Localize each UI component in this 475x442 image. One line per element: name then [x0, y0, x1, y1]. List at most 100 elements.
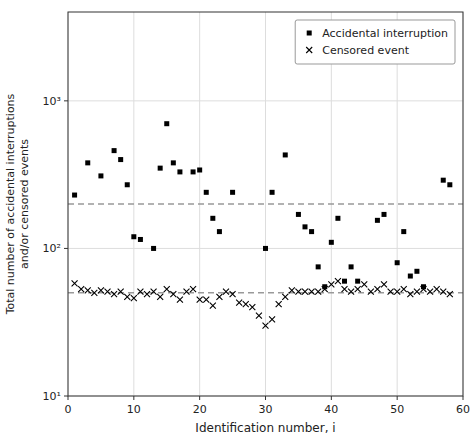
point — [408, 274, 413, 279]
point — [282, 294, 288, 300]
point — [447, 182, 452, 187]
point — [105, 289, 111, 295]
point — [447, 291, 453, 297]
plot-area — [68, 12, 463, 396]
point — [322, 286, 328, 292]
point — [144, 291, 150, 297]
point — [85, 160, 90, 165]
point — [203, 297, 209, 303]
point — [269, 316, 275, 322]
point — [276, 301, 282, 307]
point — [91, 290, 97, 296]
point — [112, 148, 117, 153]
point — [158, 166, 163, 171]
tick-label-x: 30 — [259, 403, 273, 416]
tick-x — [133, 396, 134, 400]
point — [216, 294, 222, 300]
point — [204, 190, 209, 195]
point — [289, 287, 295, 293]
point — [401, 286, 407, 292]
point — [111, 291, 117, 297]
point — [170, 291, 176, 297]
point — [283, 152, 288, 157]
point — [414, 289, 420, 295]
legend-label: Accidental interruption — [322, 27, 448, 40]
point — [349, 264, 354, 269]
point — [118, 289, 124, 295]
point — [434, 286, 440, 292]
tick-label-x: 20 — [193, 403, 207, 416]
point — [270, 190, 275, 195]
point — [217, 229, 222, 234]
point — [85, 287, 91, 293]
point — [348, 289, 354, 295]
tick-x — [463, 396, 464, 400]
tick-x — [331, 396, 332, 400]
point — [394, 289, 400, 295]
point — [342, 279, 347, 284]
tick-x — [397, 396, 398, 400]
point — [388, 289, 394, 295]
grid-line-x — [265, 12, 266, 396]
point — [164, 286, 170, 292]
point — [296, 212, 301, 217]
grid-line-x — [397, 12, 398, 396]
point — [78, 286, 84, 292]
point — [118, 157, 123, 162]
point — [223, 289, 229, 295]
point — [151, 246, 156, 251]
legend-marker — [306, 47, 312, 53]
point — [335, 216, 340, 221]
point — [131, 234, 136, 239]
point — [124, 294, 130, 300]
point — [230, 291, 236, 297]
frame — [68, 12, 463, 396]
grid — [68, 12, 463, 396]
tick-label-x: 50 — [390, 403, 404, 416]
point — [263, 246, 268, 251]
tick-label-x: 0 — [65, 403, 72, 416]
point — [427, 289, 433, 295]
point — [137, 289, 143, 295]
point — [197, 167, 202, 172]
tick-y — [64, 248, 68, 249]
point — [441, 178, 446, 183]
point — [184, 289, 190, 295]
tick-label-y: 10² — [43, 242, 61, 255]
point — [190, 286, 196, 292]
axes: 010203040506010¹10²10³ — [43, 95, 470, 416]
y-axis-label-line: Total number of accidental interruptions — [4, 93, 17, 315]
tick-label-x: 10 — [127, 403, 141, 416]
point — [440, 289, 446, 295]
point — [315, 289, 321, 295]
point — [177, 169, 182, 174]
y-axis-label-line: and/or censored events — [18, 139, 31, 269]
point — [125, 182, 130, 187]
mean-line — [68, 203, 463, 205]
point — [243, 301, 249, 307]
point — [316, 264, 321, 269]
tick-label-x: 60 — [456, 403, 470, 416]
series-1 — [72, 278, 453, 328]
point — [249, 304, 255, 310]
point — [171, 160, 176, 165]
point — [309, 229, 314, 234]
legend-marker — [307, 31, 312, 36]
point — [98, 173, 103, 178]
point — [355, 279, 360, 284]
legend-label: Censored event — [322, 44, 409, 57]
point — [197, 297, 203, 303]
point — [72, 193, 77, 198]
point — [295, 289, 301, 295]
point — [335, 278, 341, 284]
mean-line — [68, 292, 463, 294]
point — [302, 289, 308, 295]
point — [164, 121, 169, 126]
point — [151, 289, 157, 295]
point — [256, 313, 262, 319]
point — [395, 260, 400, 265]
point — [421, 286, 427, 292]
plot-data — [68, 121, 463, 328]
point — [368, 289, 374, 295]
grid-line-y — [68, 100, 463, 101]
